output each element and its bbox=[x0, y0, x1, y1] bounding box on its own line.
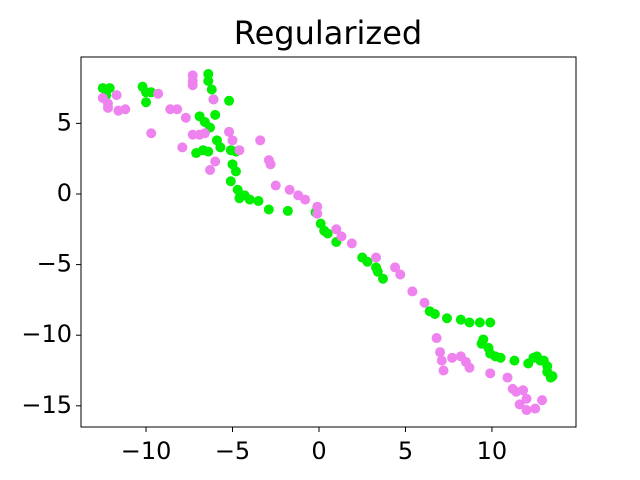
scatter-point bbox=[455, 314, 466, 325]
y-tick-label: −15 bbox=[21, 391, 72, 419]
scatter-point bbox=[447, 352, 458, 363]
scatter-point bbox=[224, 95, 235, 106]
y-tick-label: 0 bbox=[57, 179, 72, 207]
scatter-point bbox=[377, 273, 388, 284]
scatter-point bbox=[495, 352, 506, 363]
scatter-point bbox=[172, 104, 183, 115]
scatter-point bbox=[203, 146, 214, 157]
scatter-point bbox=[230, 166, 241, 177]
scatter-point bbox=[208, 94, 219, 105]
scatter-point bbox=[331, 224, 342, 235]
scatter-point bbox=[270, 180, 281, 191]
scatter-point bbox=[210, 156, 221, 167]
scatter-point bbox=[205, 164, 216, 175]
scatter-point bbox=[346, 238, 357, 249]
scatter-point bbox=[390, 262, 401, 273]
scatter-point bbox=[478, 334, 489, 345]
scatter-point bbox=[206, 84, 217, 95]
scatter-point bbox=[111, 90, 122, 101]
scatter-point bbox=[521, 405, 532, 416]
scatter-point bbox=[253, 196, 264, 207]
scatter-point bbox=[336, 231, 347, 242]
scatter-point bbox=[435, 347, 446, 358]
y-tick-label: 5 bbox=[57, 108, 72, 136]
scatter-point bbox=[225, 176, 236, 187]
scatter-point bbox=[436, 355, 447, 366]
scatter-point bbox=[282, 205, 293, 216]
scatter-point bbox=[215, 142, 226, 153]
scatter-point bbox=[431, 333, 442, 344]
scatter-point bbox=[372, 266, 383, 277]
scatter-point bbox=[263, 204, 274, 215]
scatter-point bbox=[180, 112, 191, 123]
scatter-point bbox=[395, 269, 406, 280]
scatter-point bbox=[102, 102, 113, 113]
scatter-point bbox=[284, 184, 295, 195]
scatter-point bbox=[224, 126, 235, 137]
scatter-point bbox=[203, 76, 214, 87]
scatter-point bbox=[429, 309, 440, 320]
scatter-point bbox=[141, 97, 152, 108]
scatter-point bbox=[521, 393, 532, 404]
x-tick-label: −5 bbox=[215, 437, 250, 465]
scatter-point bbox=[474, 317, 485, 328]
scatter-point bbox=[177, 142, 188, 153]
chart-title: Regularized bbox=[234, 14, 422, 52]
scatter-point bbox=[199, 128, 210, 139]
plot-frame bbox=[80, 56, 577, 428]
x-tick-label: 5 bbox=[398, 437, 413, 465]
y-tick-label: −5 bbox=[37, 250, 72, 278]
scatter-point bbox=[120, 104, 131, 115]
y-tick-label: −10 bbox=[21, 320, 72, 348]
scatter-point bbox=[530, 403, 541, 414]
scatter-point bbox=[371, 252, 382, 263]
scatter-point bbox=[187, 129, 198, 140]
scatter-point bbox=[407, 286, 418, 297]
scatter-point bbox=[485, 368, 496, 379]
scatter-point bbox=[146, 128, 157, 139]
scatter-point bbox=[514, 399, 525, 410]
scatter-point bbox=[312, 201, 323, 212]
x-tick-label: 10 bbox=[477, 437, 508, 465]
scatter-point bbox=[464, 362, 475, 373]
x-tick-label: 0 bbox=[311, 437, 326, 465]
scatter-point bbox=[547, 371, 558, 382]
scatter-point bbox=[255, 135, 266, 146]
scatter-point bbox=[537, 395, 548, 406]
scatter-point bbox=[210, 109, 221, 120]
scatter-point bbox=[153, 88, 164, 99]
scatter-point bbox=[265, 159, 276, 170]
scatter-point bbox=[187, 80, 198, 91]
scatter-point bbox=[362, 256, 373, 267]
scatter-point bbox=[518, 385, 529, 396]
scatter-point bbox=[419, 297, 430, 308]
scatter-point bbox=[300, 194, 311, 205]
scatter-point bbox=[502, 372, 513, 383]
scatter-point bbox=[464, 317, 475, 328]
scatter-point bbox=[509, 355, 520, 366]
scatter-point bbox=[234, 145, 245, 156]
scatter-point bbox=[244, 194, 255, 205]
scatter-point bbox=[485, 317, 496, 328]
scatter-point bbox=[165, 104, 176, 115]
scatter-point bbox=[322, 228, 333, 239]
scatter-point bbox=[203, 68, 214, 79]
scatter-point bbox=[441, 313, 452, 324]
scatter-point bbox=[227, 135, 238, 146]
scatter-point bbox=[438, 365, 449, 376]
scatter-point bbox=[312, 208, 323, 219]
x-tick-label: −10 bbox=[121, 437, 172, 465]
scatter-point bbox=[232, 184, 243, 195]
